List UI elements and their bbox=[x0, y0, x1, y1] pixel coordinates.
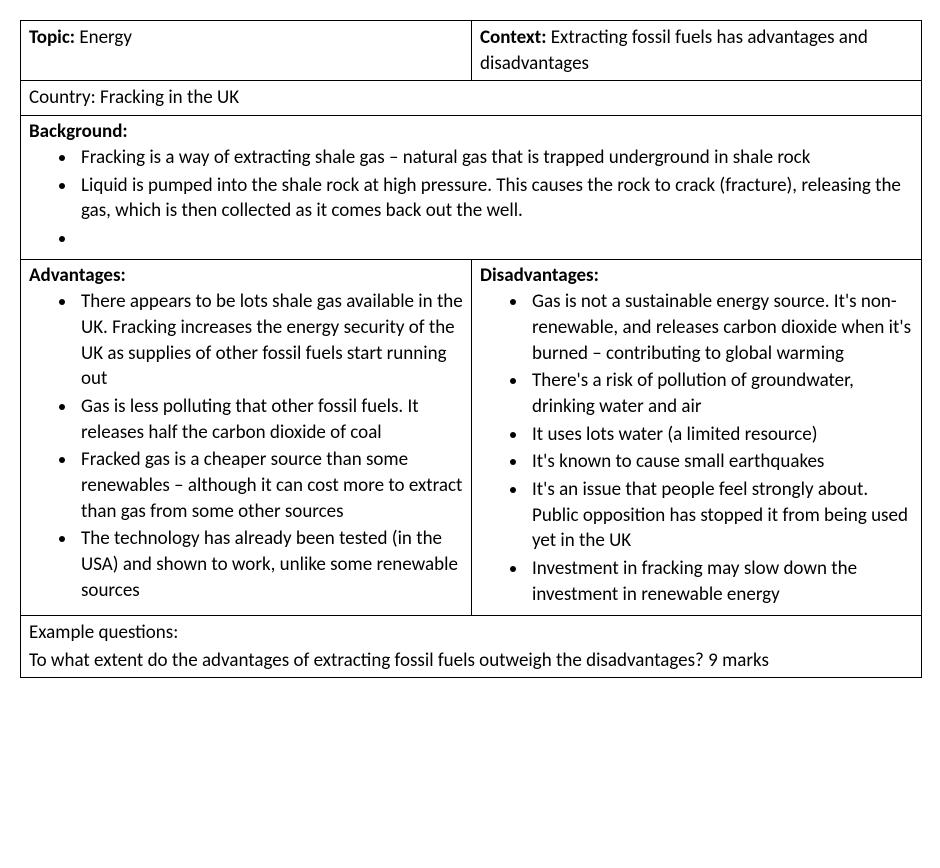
topic-cell: Topic: Energy bbox=[21, 21, 471, 80]
disadvantages-list: Gas is not a sustainable energy source. … bbox=[480, 289, 913, 607]
background-label: Background: bbox=[29, 120, 128, 143]
list-item: Fracked gas is a cheaper source than som… bbox=[77, 447, 463, 524]
list-item: Fracking is a way of extracting shale ga… bbox=[77, 145, 913, 171]
list-item: There appears to be lots shale gas avail… bbox=[77, 289, 463, 392]
advantages-label: Advantages: bbox=[29, 264, 126, 287]
list-item: It's known to cause small earthquakes bbox=[528, 449, 913, 475]
questions-label: Example questions: bbox=[29, 620, 913, 646]
context-cell: Context: Extracting fossil fuels has adv… bbox=[471, 21, 921, 80]
questions-row: Example questions: To what extent do the… bbox=[21, 616, 921, 677]
list-item: Gas is not a sustainable energy source. … bbox=[528, 289, 913, 366]
background-list: Fracking is a way of extracting shale ga… bbox=[29, 145, 913, 252]
country-text: Country: Fracking in the UK bbox=[29, 86, 239, 109]
list-item: There's a risk of pollution of groundwat… bbox=[528, 368, 913, 419]
list-item: Liquid is pumped into the shale rock at … bbox=[77, 173, 913, 224]
list-item bbox=[77, 226, 913, 252]
topic-value: Energy bbox=[79, 26, 132, 49]
questions-cell: Example questions: To what extent do the… bbox=[21, 616, 921, 677]
worksheet-table: Topic: Energy Context: Extracting fossil… bbox=[20, 20, 922, 678]
background-row: Background: Fracking is a way of extract… bbox=[21, 116, 921, 261]
country-row: Country: Fracking in the UK bbox=[21, 81, 921, 116]
country-cell: Country: Fracking in the UK bbox=[21, 81, 921, 115]
list-item: It uses lots water (a limited resource) bbox=[528, 422, 913, 448]
context-label: Context: bbox=[480, 26, 546, 49]
pros-cons-row: Advantages: There appears to be lots sha… bbox=[21, 260, 921, 616]
topic-label: Topic: bbox=[29, 26, 75, 49]
list-item: Investment in fracking may slow down the… bbox=[528, 556, 913, 607]
disadvantages-cell: Disadvantages: Gas is not a sustainable … bbox=[471, 260, 921, 615]
list-item: It's an issue that people feel strongly … bbox=[528, 477, 913, 554]
list-item: The technology has already been tested (… bbox=[77, 526, 463, 603]
advantages-cell: Advantages: There appears to be lots sha… bbox=[21, 260, 471, 615]
disadvantages-label: Disadvantages: bbox=[480, 264, 599, 287]
advantages-list: There appears to be lots shale gas avail… bbox=[29, 289, 463, 603]
header-row: Topic: Energy Context: Extracting fossil… bbox=[21, 21, 921, 81]
questions-text: To what extent do the advantages of extr… bbox=[29, 648, 913, 674]
background-cell: Background: Fracking is a way of extract… bbox=[21, 116, 921, 260]
list-item: Gas is less polluting that other fossil … bbox=[77, 394, 463, 445]
